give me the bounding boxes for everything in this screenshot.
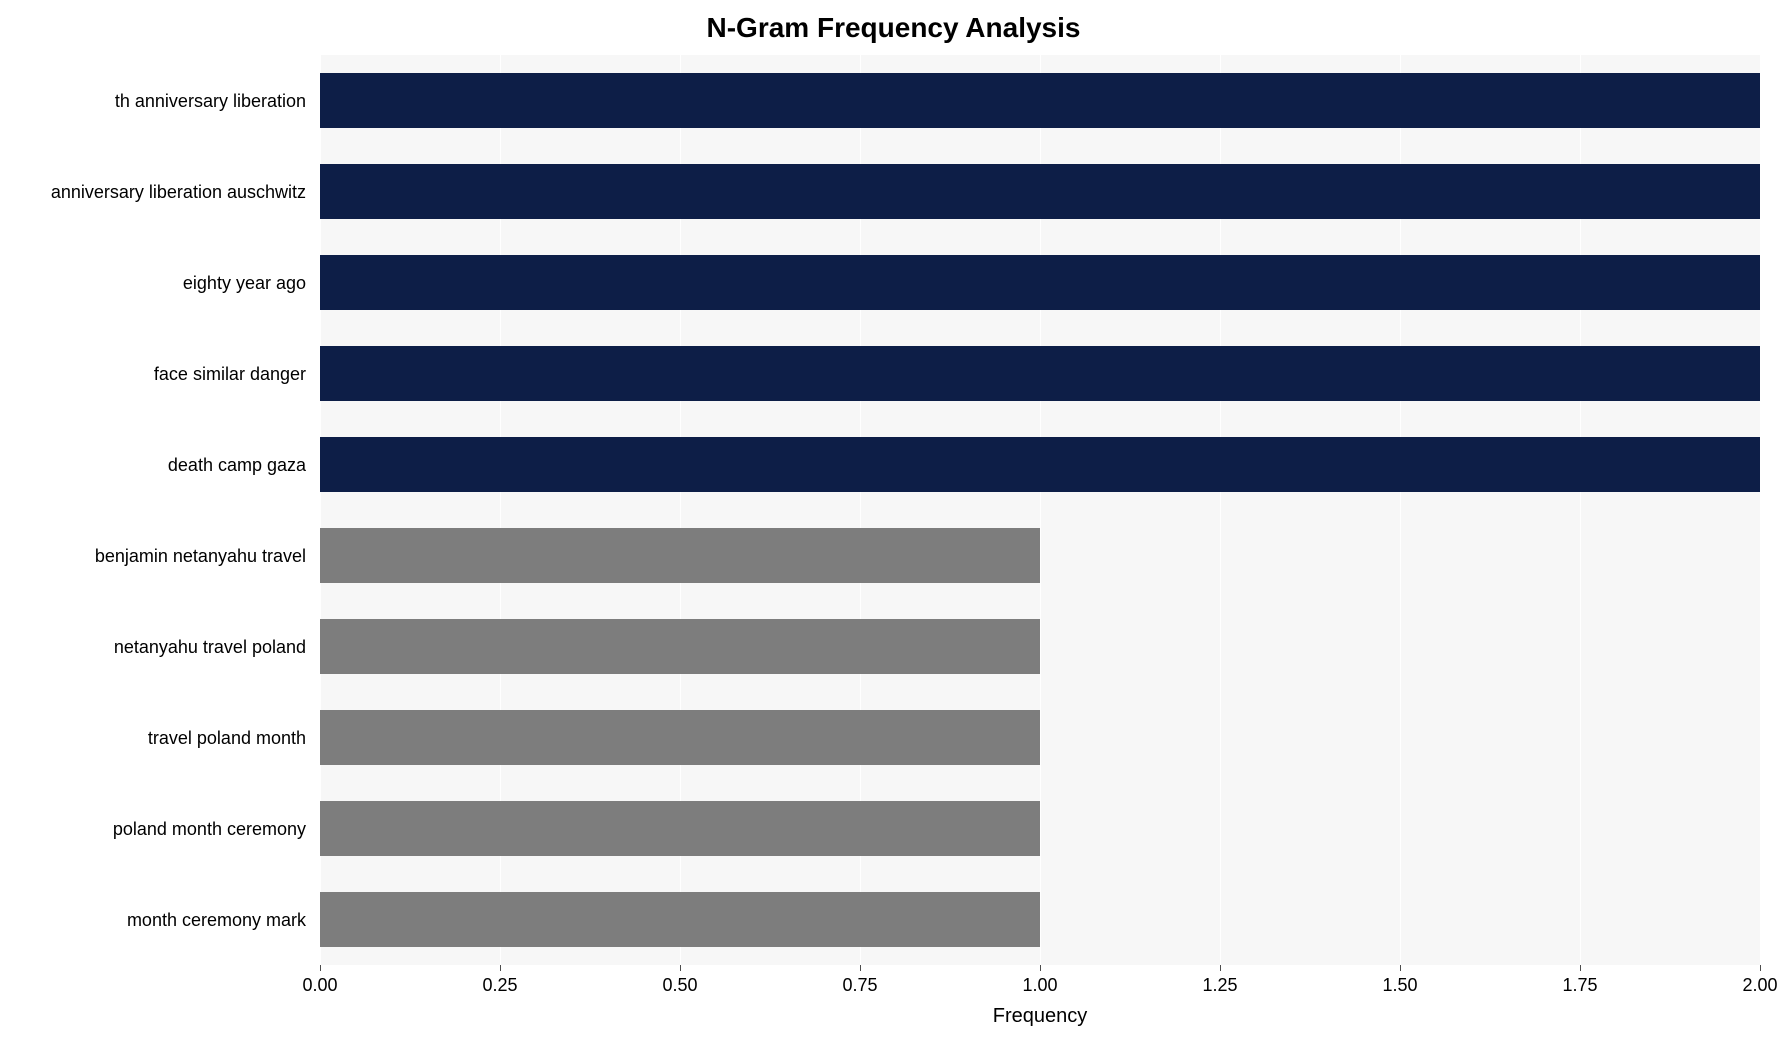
ngram-chart: N-Gram Frequency Analysis Frequency 0.00…: [0, 0, 1787, 1051]
y-category-label: death camp gaza: [168, 456, 306, 474]
bar: [320, 801, 1040, 856]
x-tick-label: 1.50: [1382, 975, 1417, 996]
x-tick: [1580, 965, 1581, 971]
x-tick: [680, 965, 681, 971]
bar: [320, 255, 1760, 310]
x-tick-label: 0.75: [842, 975, 877, 996]
y-category-label: th anniversary liberation: [115, 92, 306, 110]
plot-area: [320, 55, 1760, 965]
bar: [320, 892, 1040, 947]
bar: [320, 164, 1760, 219]
y-category-label: face similar danger: [154, 365, 306, 383]
y-category-label: month ceremony mark: [127, 911, 306, 929]
bar: [320, 73, 1760, 128]
x-tick: [1040, 965, 1041, 971]
x-tick: [320, 965, 321, 971]
bar: [320, 346, 1760, 401]
x-tick-label: 1.25: [1202, 975, 1237, 996]
y-category-label: netanyahu travel poland: [114, 638, 306, 656]
bar: [320, 528, 1040, 583]
x-axis-title: Frequency: [320, 1005, 1760, 1028]
x-tick-label: 1.00: [1022, 975, 1057, 996]
grid-line: [1760, 55, 1761, 965]
x-tick-label: 0.00: [302, 975, 337, 996]
x-tick-label: 1.75: [1562, 975, 1597, 996]
x-tick-label: 0.25: [482, 975, 517, 996]
bar: [320, 619, 1040, 674]
y-category-label: poland month ceremony: [113, 820, 306, 838]
y-category-label: anniversary liberation auschwitz: [51, 183, 306, 201]
x-tick-label: 2.00: [1742, 975, 1777, 996]
chart-title: N-Gram Frequency Analysis: [0, 12, 1787, 44]
y-category-label: eighty year ago: [183, 274, 306, 292]
y-category-label: travel poland month: [148, 729, 306, 747]
x-tick: [1220, 965, 1221, 971]
bar: [320, 710, 1040, 765]
x-tick-label: 0.50: [662, 975, 697, 996]
x-tick: [500, 965, 501, 971]
y-category-label: benjamin netanyahu travel: [95, 547, 306, 565]
x-tick: [1400, 965, 1401, 971]
x-tick: [1760, 965, 1761, 971]
bar: [320, 437, 1760, 492]
x-tick: [860, 965, 861, 971]
